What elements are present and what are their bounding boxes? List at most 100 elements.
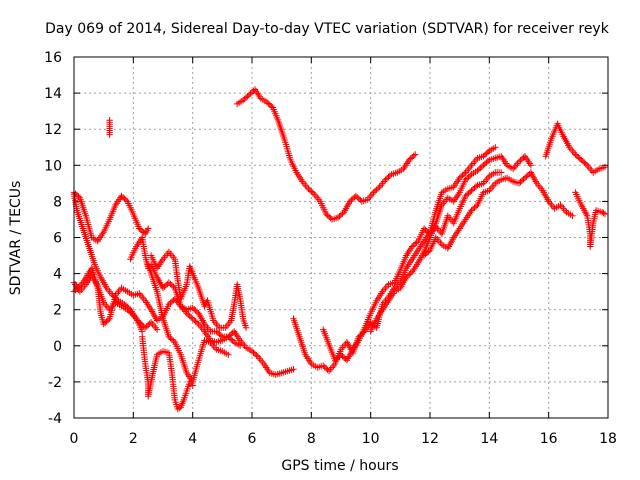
data-point	[242, 324, 250, 331]
data-point	[119, 194, 127, 201]
data-point	[248, 348, 256, 355]
data-point	[143, 323, 150, 330]
data-point	[355, 195, 362, 202]
data-point	[352, 192, 359, 200]
data-point	[250, 349, 257, 356]
data-point	[481, 151, 489, 159]
data-point	[142, 324, 149, 331]
y-tick-label: 4	[53, 267, 62, 283]
data-point	[406, 156, 413, 164]
data-point	[73, 285, 81, 292]
data-point	[186, 312, 193, 320]
data-point	[471, 204, 478, 211]
data-point	[242, 94, 250, 101]
data-point	[191, 316, 198, 324]
x-tick-label: 8	[307, 431, 316, 447]
data-point	[125, 307, 133, 315]
data-point	[475, 166, 483, 173]
data-point	[517, 157, 524, 164]
data-point	[573, 152, 580, 159]
data-point	[225, 333, 232, 340]
y-tick-label: 2	[53, 303, 62, 319]
data-point	[518, 155, 526, 163]
data-point	[170, 337, 177, 344]
data-point	[515, 158, 523, 165]
data-point	[492, 144, 499, 151]
data-point	[481, 160, 489, 168]
data-point	[463, 191, 471, 198]
data-point	[239, 97, 247, 104]
data-point	[425, 248, 432, 255]
data-point	[601, 210, 609, 218]
data-point	[337, 211, 345, 219]
data-point	[137, 226, 144, 233]
data-point	[165, 333, 173, 340]
data-point	[145, 321, 152, 329]
x-tick-label: 14	[480, 431, 498, 447]
data-point	[225, 351, 232, 358]
data-point	[253, 352, 260, 359]
data-point	[139, 321, 146, 329]
data-point	[477, 164, 484, 172]
data-point	[248, 89, 256, 96]
data-point	[103, 318, 110, 325]
data-point	[189, 315, 196, 322]
x-tick-labels: 0 2 4 6 8 10 12 14 16 18	[70, 431, 617, 447]
data-point	[167, 334, 174, 342]
data-point	[216, 330, 223, 338]
y-tick-label: 14	[44, 86, 62, 102]
data-point	[192, 318, 199, 325]
data-point	[412, 240, 419, 247]
data-point	[484, 149, 492, 156]
data-point	[457, 173, 465, 180]
data-point	[226, 332, 233, 339]
data-point	[306, 186, 314, 194]
data-point	[370, 189, 377, 196]
data-point	[136, 225, 143, 232]
y-tick-label: 6	[53, 231, 62, 247]
x-tick-label: 6	[248, 431, 257, 447]
data-point	[480, 153, 487, 160]
data-point	[153, 326, 161, 333]
data-point	[462, 176, 469, 183]
data-point	[572, 151, 579, 158]
data-point	[241, 95, 248, 103]
data-point	[229, 337, 236, 344]
data-point	[118, 192, 125, 200]
chart-title: Day 069 of 2014, Sidereal Day-to-day VTE…	[45, 21, 610, 37]
data-point	[581, 159, 588, 166]
y-tick-labels: -4 -2 0 2 4 6 8 10 12 14 16	[44, 50, 62, 427]
data-point	[354, 194, 361, 201]
data-point	[382, 176, 389, 183]
data-point	[406, 271, 413, 278]
data-point	[183, 310, 190, 317]
data-point	[420, 225, 428, 232]
y-tick-label: 16	[44, 50, 62, 66]
data-point	[327, 214, 334, 222]
data-point	[268, 103, 275, 110]
data-point	[192, 307, 199, 314]
data-point	[290, 366, 297, 373]
data-point	[323, 210, 330, 218]
data-point	[474, 167, 481, 174]
data-point	[463, 175, 471, 182]
x-axis-label: GPS time / hours	[281, 458, 398, 474]
x-tick-label: 2	[129, 431, 138, 447]
data-point	[600, 209, 607, 217]
data-point	[228, 336, 235, 343]
x-tick-label: 16	[540, 431, 558, 447]
data-point	[333, 355, 340, 363]
x-tick-label: 4	[188, 431, 197, 447]
data-point	[385, 173, 392, 181]
data-point	[515, 180, 523, 187]
data-point	[193, 319, 201, 326]
data-point	[483, 150, 490, 157]
data-point	[469, 186, 477, 193]
data-point	[101, 319, 109, 326]
data-point	[162, 282, 170, 289]
data-point	[460, 170, 468, 178]
data-point	[189, 304, 196, 312]
data-point	[412, 151, 419, 158]
data-point	[524, 172, 532, 179]
